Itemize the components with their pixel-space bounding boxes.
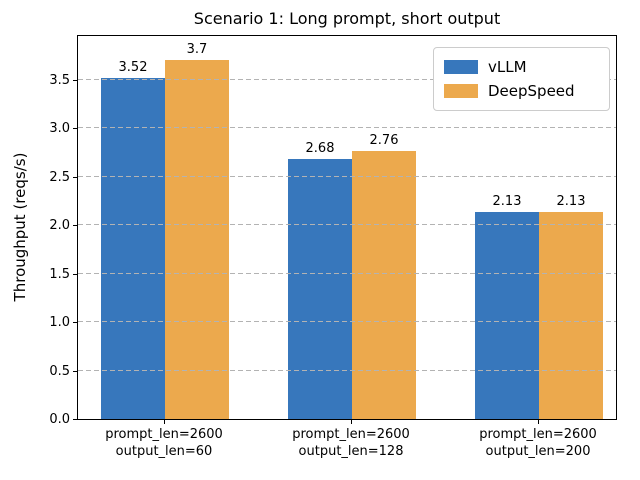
bar-vllm-group2: [288, 159, 352, 419]
legend-item-deepspeed: DeepSpeed: [444, 79, 599, 103]
bar-value-label: 2.68: [305, 141, 335, 157]
legend-label: DeepSpeed: [488, 82, 575, 100]
x-tick-label-group3: prompt_len=2600 output_len=200: [479, 427, 597, 459]
legend-item-vllm: vLLM: [444, 55, 599, 79]
bar-value-label: 2.13: [556, 194, 586, 210]
bar-vllm-group1: [101, 77, 165, 419]
chart-title: Scenario 1: Long prompt, short output: [193, 9, 501, 28]
legend-swatch-deepspeed: [444, 84, 478, 98]
y-tick-label: 2.5: [49, 169, 70, 185]
y-tick-mark: [73, 370, 77, 372]
x-tick-label-group1: prompt_len=2600 output_len=60: [105, 427, 223, 459]
x-tick-mark: [351, 420, 352, 424]
bar-value-label: 3.52: [118, 59, 148, 75]
y-tick-label: 1.0: [49, 315, 70, 331]
y-tick-mark: [73, 273, 77, 275]
y-tick-mark: [73, 79, 77, 81]
y-tick-label: 3.0: [49, 121, 70, 137]
bar-value-label: 2.13: [492, 194, 522, 210]
bar-value-label: 2.76: [369, 133, 399, 149]
y-tick-label: 0.0: [49, 412, 70, 427]
gridline-3.5: [78, 78, 616, 80]
y-tick-label: 1.5: [49, 266, 70, 282]
gridline-2.0: [78, 224, 616, 226]
y-tick-label: 0.5: [49, 363, 70, 379]
bar-deepspeed-group3: [539, 212, 603, 419]
x-tick-label-group2: prompt_len=2600 output_len=128: [292, 427, 410, 459]
y-tick-mark: [73, 322, 77, 324]
y-tick-mark: [73, 176, 77, 178]
x-tick-mark: [538, 420, 539, 424]
y-tick-mark: [73, 128, 77, 130]
legend-swatch-vllm: [444, 60, 478, 74]
legend-label: vLLM: [488, 58, 527, 76]
bar-value-label: 3.7: [186, 42, 208, 58]
y-tick-label: 2.0: [49, 218, 70, 234]
y-tick-mark: [73, 419, 77, 420]
gridline-3.0: [78, 127, 616, 129]
gridline-0.5: [78, 369, 616, 371]
gridline-2.5: [78, 175, 616, 177]
y-tick-mark: [73, 225, 77, 227]
legend: vLLM DeepSpeed: [433, 47, 610, 111]
bar-vllm-group3: [475, 212, 539, 419]
gridline-1.5: [78, 272, 616, 274]
y-tick-label: 3.5: [49, 72, 70, 88]
x-tick-mark: [164, 420, 165, 424]
bar-deepspeed-group1: [165, 60, 229, 419]
bar-deepspeed-group2: [352, 151, 416, 419]
gridline-1.0: [78, 321, 616, 323]
